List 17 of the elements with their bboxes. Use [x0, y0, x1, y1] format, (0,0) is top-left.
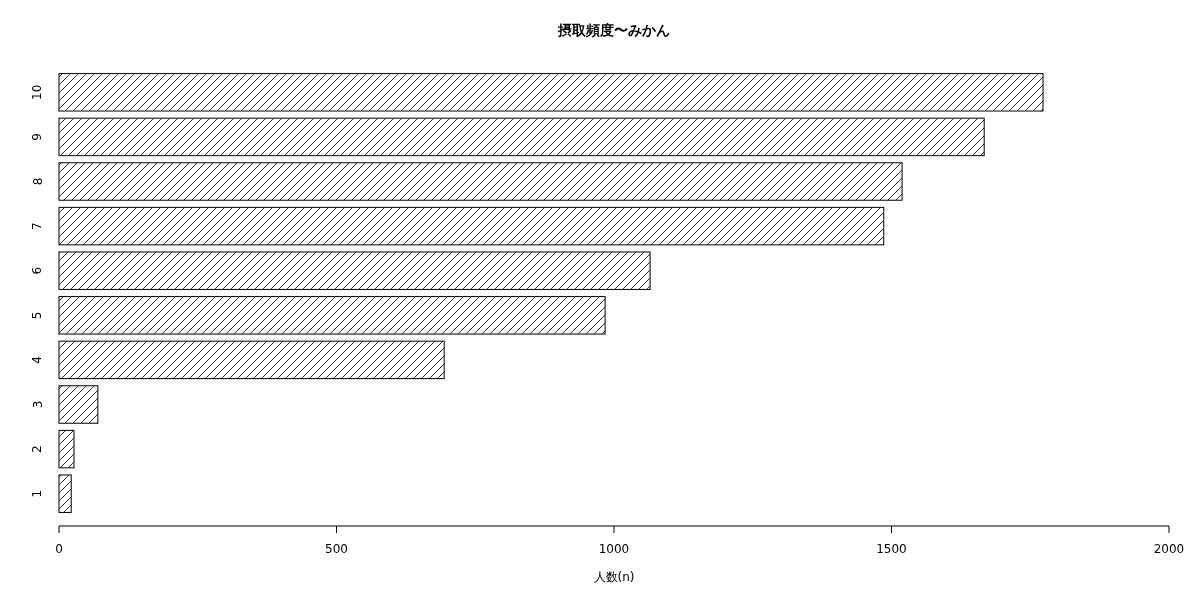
chart-title: 摂取頻度〜みかん — [557, 22, 670, 38]
x-tick-label: 1500 — [876, 542, 907, 556]
x-axis-title: 人数(n) — [593, 570, 635, 584]
x-tick-label: 1000 — [598, 542, 630, 556]
y-tick-label: 6 — [30, 266, 45, 275]
y-tick-label: 5 — [30, 311, 45, 320]
y-tick-label: 8 — [30, 177, 45, 186]
x-tick-label: 0 — [55, 542, 63, 556]
y-tick-label: 7 — [30, 222, 45, 230]
y-tick-label: 4 — [30, 356, 45, 364]
x-tick-label: 2000 — [1153, 542, 1185, 556]
y-tick-label: 1 — [30, 489, 45, 498]
y-tick-label: 9 — [30, 133, 45, 141]
y-tick-label: 2 — [30, 445, 45, 453]
y-tick-label: 10 — [30, 84, 45, 100]
y-tick-label: 3 — [30, 400, 45, 409]
x-tick-label: 500 — [325, 542, 348, 556]
